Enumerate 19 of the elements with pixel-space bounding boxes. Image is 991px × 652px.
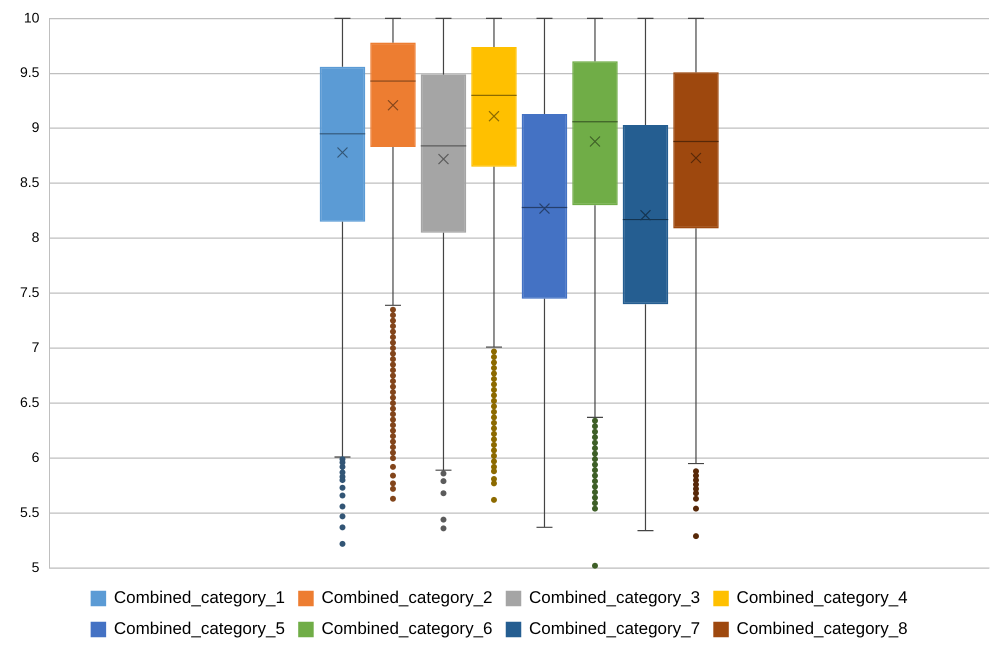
legend-label: Combined_category_2	[321, 588, 493, 608]
y-tick-label: 7.5	[20, 284, 40, 300]
y-tick-label: 7	[32, 339, 40, 356]
legend-label: Combined_category_3	[529, 588, 700, 608]
y-tick-label: 9.5	[20, 64, 40, 80]
legend-label: Combined_category_8	[736, 619, 908, 638]
y-tick-label: 10	[24, 9, 40, 26]
y-tick-label: 6.5	[20, 394, 40, 410]
y-tick-label: 5	[32, 558, 40, 575]
y-tick-label: 8	[32, 229, 40, 246]
legend-label: Combined_category_1	[114, 588, 285, 608]
y-tick-label: 6	[32, 448, 40, 465]
legend-label: Combined_category_6	[321, 619, 493, 638]
y-tick-label: 8.5	[20, 174, 40, 190]
y-tick-label: 9	[32, 119, 40, 136]
y-tick-label: 5.5	[20, 504, 40, 520]
legend-label: Combined_category_5	[114, 619, 285, 638]
legend-label: Combined_category_4	[736, 588, 908, 608]
legend-label: Combined_category_7	[529, 619, 700, 638]
